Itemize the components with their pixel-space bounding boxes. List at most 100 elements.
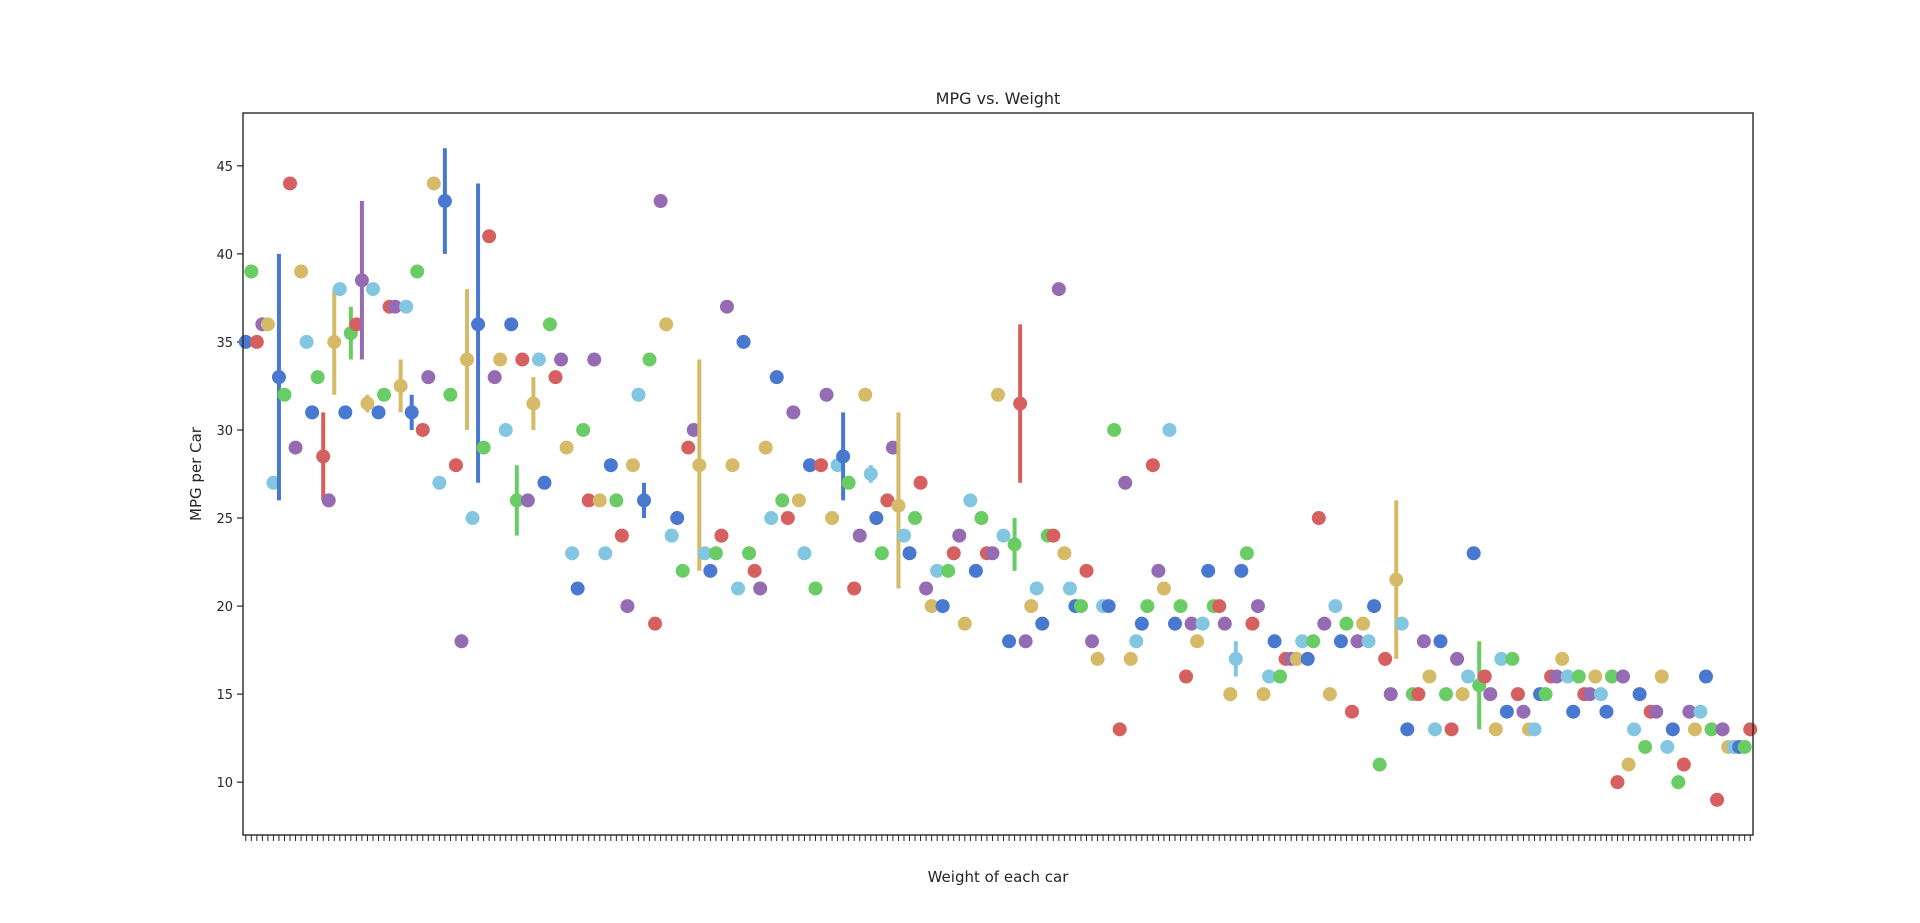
data-point-group bbox=[404, 394, 419, 430]
data-point bbox=[952, 528, 967, 543]
data-point-group bbox=[1654, 669, 1669, 684]
data-point-group bbox=[697, 546, 712, 561]
data-point-group bbox=[1389, 500, 1404, 659]
data-point-group bbox=[1051, 282, 1066, 297]
data-point-group bbox=[1571, 669, 1586, 684]
data-point bbox=[908, 511, 923, 526]
data-point-group bbox=[338, 405, 353, 420]
data-point-group bbox=[1328, 599, 1343, 614]
data-point bbox=[283, 176, 298, 191]
data-point bbox=[620, 599, 635, 614]
data-point bbox=[377, 387, 392, 402]
data-point-group bbox=[863, 465, 878, 483]
data-point-group bbox=[725, 458, 740, 473]
data-point-group bbox=[1400, 722, 1415, 737]
data-point bbox=[1616, 669, 1631, 684]
y-tick-label: 45 bbox=[216, 160, 233, 175]
data-point bbox=[991, 387, 1005, 402]
data-point bbox=[836, 449, 851, 464]
data-point bbox=[697, 546, 712, 561]
data-point-group bbox=[349, 317, 364, 332]
data-point-group bbox=[614, 528, 629, 543]
data-point bbox=[1101, 599, 1116, 614]
data-point-group bbox=[1621, 757, 1636, 772]
data-point-group bbox=[554, 352, 569, 367]
data-point bbox=[249, 334, 264, 349]
plot-area bbox=[238, 148, 1758, 807]
data-point bbox=[587, 352, 602, 367]
data-point bbox=[841, 475, 856, 490]
data-point bbox=[1593, 687, 1608, 702]
data-point bbox=[1107, 422, 1122, 437]
data-point-group bbox=[1306, 634, 1321, 649]
data-point-group bbox=[1134, 616, 1149, 631]
data-point-group bbox=[1422, 669, 1437, 684]
data-point-group bbox=[1107, 422, 1122, 437]
data-point-group bbox=[681, 440, 696, 455]
data-point-group bbox=[332, 282, 347, 297]
data-point-group bbox=[515, 352, 530, 367]
data-point-group bbox=[775, 493, 790, 508]
y-tick-label: 30 bbox=[216, 424, 233, 439]
data-point-group bbox=[399, 299, 414, 314]
data-point bbox=[797, 546, 812, 561]
data-point bbox=[714, 528, 729, 543]
data-point-group bbox=[360, 394, 375, 413]
data-point bbox=[432, 475, 447, 490]
data-point bbox=[1527, 722, 1542, 737]
data-point bbox=[1665, 722, 1680, 737]
data-point-group bbox=[924, 599, 939, 614]
data-point-group bbox=[1156, 581, 1171, 596]
data-point bbox=[1610, 775, 1625, 790]
data-point bbox=[509, 493, 524, 508]
data-point bbox=[1555, 651, 1570, 666]
data-point-group bbox=[891, 412, 906, 589]
data-point-group bbox=[1737, 739, 1752, 754]
data-point bbox=[1416, 634, 1431, 649]
data-point-group bbox=[531, 352, 546, 367]
data-point bbox=[642, 352, 657, 367]
data-point-group bbox=[637, 482, 652, 519]
data-point bbox=[271, 370, 286, 385]
data-point-group bbox=[991, 387, 1005, 402]
data-point bbox=[1383, 687, 1398, 702]
data-point-group bbox=[482, 229, 497, 244]
data-point-group bbox=[1616, 669, 1631, 684]
data-point-group bbox=[1477, 669, 1492, 684]
data-point bbox=[1217, 616, 1232, 631]
data-point bbox=[1461, 669, 1476, 684]
data-point bbox=[504, 317, 519, 332]
data-point-group bbox=[814, 458, 829, 473]
data-point bbox=[1333, 634, 1348, 649]
data-point bbox=[305, 405, 320, 420]
data-point bbox=[476, 440, 491, 455]
data-point bbox=[786, 405, 801, 420]
data-point bbox=[637, 493, 652, 508]
data-point bbox=[764, 511, 779, 526]
data-point-group bbox=[421, 370, 436, 385]
data-point bbox=[974, 511, 989, 526]
data-point bbox=[393, 378, 408, 393]
data-point-group bbox=[1140, 599, 1155, 614]
data-point bbox=[941, 563, 956, 578]
data-point-group bbox=[1710, 792, 1725, 807]
data-point-group bbox=[653, 194, 668, 209]
data-point bbox=[1162, 422, 1177, 437]
data-point-group bbox=[946, 546, 961, 561]
data-point-group bbox=[493, 352, 508, 367]
data-point bbox=[548, 370, 563, 385]
data-point bbox=[819, 387, 834, 402]
data-point bbox=[1427, 722, 1442, 737]
data-point-group bbox=[1035, 616, 1050, 631]
data-point-group bbox=[432, 475, 447, 490]
data-point bbox=[891, 498, 906, 513]
data-point bbox=[692, 458, 707, 473]
data-point-group bbox=[764, 511, 779, 526]
data-point-group bbox=[537, 475, 552, 490]
data-point bbox=[520, 493, 535, 508]
data-point bbox=[443, 387, 458, 402]
data-point bbox=[1494, 651, 1509, 666]
data-point bbox=[1710, 792, 1725, 807]
data-point-group bbox=[1372, 757, 1387, 772]
